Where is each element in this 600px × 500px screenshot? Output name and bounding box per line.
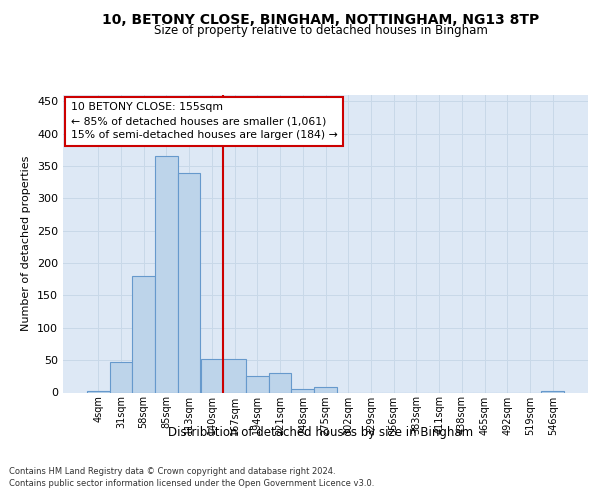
Bar (87, 391, 110, 392)
Bar (200, 359, 223, 392)
Bar (133, 276, 155, 392)
Bar (110, 362, 133, 392)
Text: Size of property relative to detached houses in Bingham: Size of property relative to detached ho… (154, 24, 488, 37)
Text: Distribution of detached houses by size in Bingham: Distribution of detached houses by size … (169, 426, 473, 439)
Bar (292, 390, 314, 392)
Bar (223, 359, 246, 392)
Text: 10 BETONY CLOSE: 155sqm
← 85% of detached houses are smaller (1,061)
15% of semi: 10 BETONY CLOSE: 155sqm ← 85% of detache… (71, 102, 338, 141)
Bar (541, 391, 564, 392)
Bar (246, 376, 269, 392)
Y-axis label: Number of detached properties: Number of detached properties (22, 156, 31, 332)
Bar (269, 373, 292, 392)
Bar (178, 172, 200, 392)
Text: Contains public sector information licensed under the Open Government Licence v3: Contains public sector information licen… (9, 478, 374, 488)
Text: Contains HM Land Registry data © Crown copyright and database right 2024.: Contains HM Land Registry data © Crown c… (9, 467, 335, 476)
Bar (155, 156, 178, 392)
Text: 10, BETONY CLOSE, BINGHAM, NOTTINGHAM, NG13 8TP: 10, BETONY CLOSE, BINGHAM, NOTTINGHAM, N… (103, 12, 539, 26)
Bar (314, 388, 337, 392)
